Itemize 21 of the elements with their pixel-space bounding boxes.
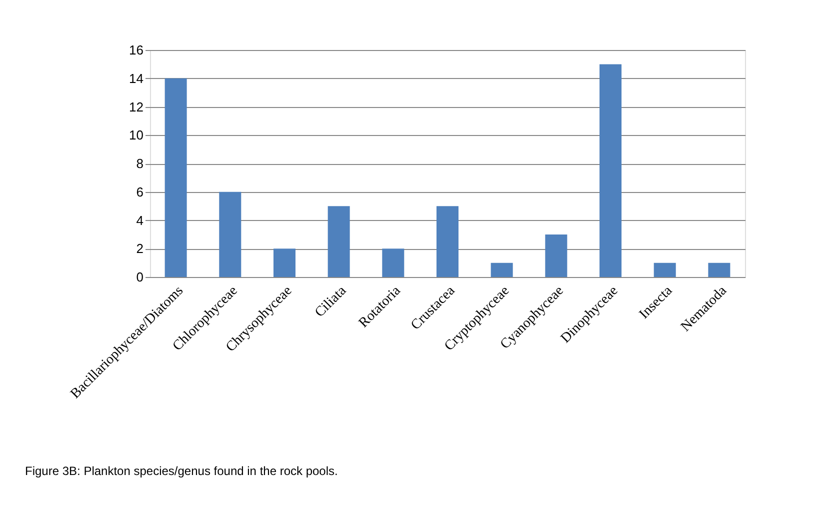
y-tick-label: 10 [129, 128, 144, 143]
bar [273, 248, 296, 277]
y-tick-label: 14 [129, 70, 144, 86]
caption: Figure 3B: Plankton species/genus found in the rock pools. [25, 464, 338, 478]
y-tick-label: 6 [136, 184, 144, 200]
bar [382, 248, 404, 277]
y-tick-label: 0 [136, 270, 144, 284]
y-tick-label: 12 [129, 99, 144, 114]
bar [436, 206, 458, 277]
y-tick-label: 8 [136, 156, 144, 171]
y-tick-label: 2 [136, 241, 144, 256]
bar [708, 262, 730, 277]
bar [600, 64, 622, 277]
bar [219, 192, 242, 277]
bar [654, 262, 676, 277]
bar [490, 262, 513, 277]
y-tick-label: 4 [136, 212, 144, 228]
y-tick-label: 16 [129, 42, 144, 58]
bar [545, 234, 568, 277]
bar [164, 78, 187, 277]
bar [328, 206, 350, 277]
